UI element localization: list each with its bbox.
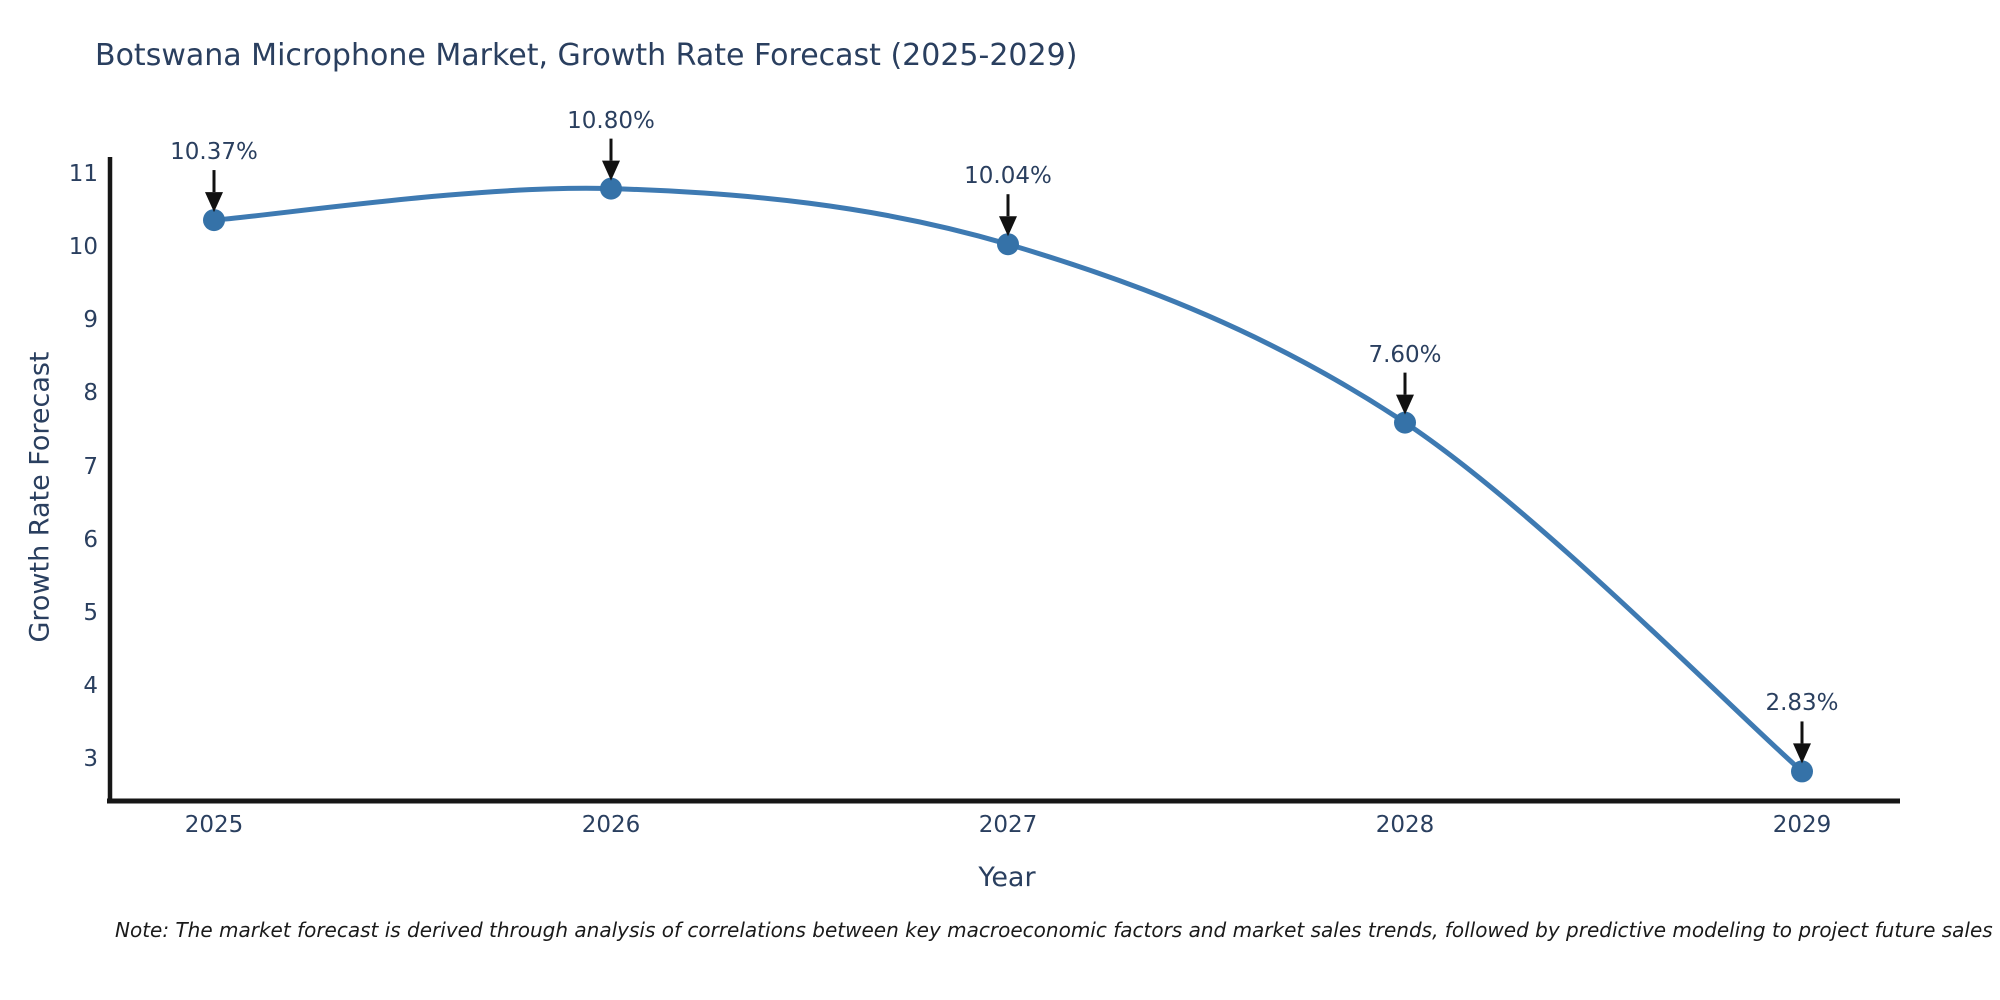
- point-label: 10.37%: [170, 139, 258, 166]
- x-tick-label: 2026: [581, 812, 641, 838]
- x-tick-label: 2029: [1772, 812, 1832, 838]
- point-label: 7.60%: [1368, 341, 1442, 368]
- data-point-marker: [600, 177, 622, 200]
- y-tick-label: 6: [83, 526, 98, 553]
- footnote: Note: The market forecast is derived thr…: [115, 918, 1993, 942]
- y-tick-label: 11: [68, 161, 98, 187]
- data-point-marker: [1394, 411, 1416, 434]
- annotation-arrow-head: [205, 192, 223, 213]
- y-tick-label: 4: [83, 672, 98, 699]
- annotation-arrow-head: [1793, 743, 1811, 764]
- data-point-marker: [997, 233, 1019, 256]
- trend-line: [213, 185, 1804, 774]
- chart-title: Botswana Microphone Market, Growth Rate …: [95, 38, 1078, 73]
- point-label: 10.80%: [567, 107, 655, 134]
- x-axis-title: Year: [978, 862, 1036, 893]
- y-tick-label: 7: [83, 453, 98, 480]
- y-tick-label: 8: [83, 380, 98, 407]
- y-tick-label: 10: [68, 234, 98, 261]
- data-point-marker: [1791, 760, 1813, 783]
- annotation-arrow-head: [1396, 394, 1414, 415]
- x-tick-label: 2028: [1375, 812, 1435, 838]
- data-point-marker: [203, 209, 225, 232]
- y-tick-label: 3: [83, 746, 98, 772]
- y-tick-label: 5: [83, 599, 98, 626]
- point-label: 10.04%: [964, 163, 1052, 190]
- x-tick-label: 2025: [184, 812, 244, 838]
- x-tick-label: 2027: [978, 812, 1038, 838]
- point-label: 2.83%: [1765, 690, 1839, 717]
- annotation-arrow-head: [602, 160, 620, 181]
- y-tick-label: 9: [83, 307, 98, 334]
- annotation-arrow-head: [999, 216, 1017, 237]
